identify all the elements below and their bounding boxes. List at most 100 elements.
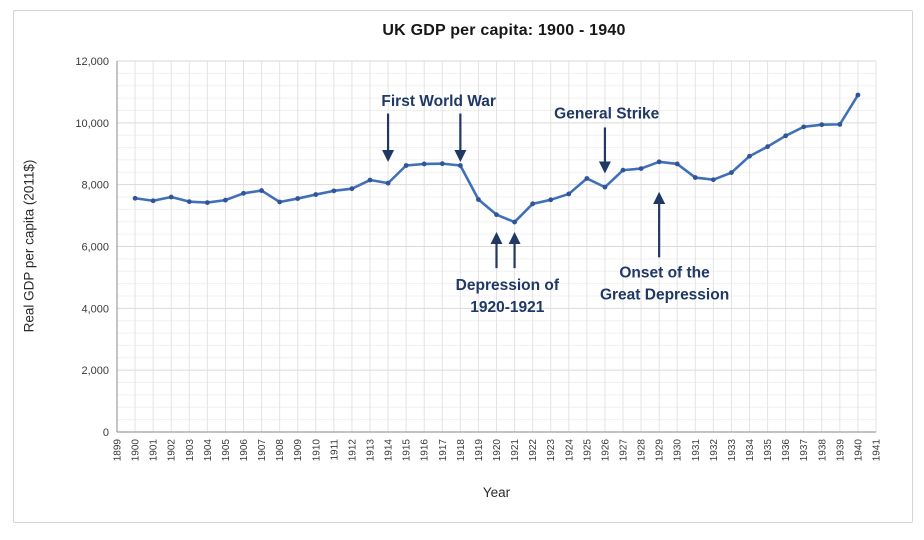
data-point-marker — [385, 180, 391, 186]
data-point-marker — [313, 192, 319, 197]
annotation-text: First World War — [381, 93, 496, 110]
x-axis-title: Year — [482, 485, 511, 500]
x-tick-label: 1917 — [438, 439, 449, 462]
data-point-marker — [584, 176, 590, 181]
chart-title: UK GDP per capita: 1900 - 1940 — [382, 22, 626, 39]
x-tick-label: 1922 — [528, 439, 539, 462]
x-tick-label: 1904 — [203, 439, 214, 462]
x-tick-label: 1920 — [492, 439, 503, 462]
data-point-marker — [819, 122, 825, 128]
data-point-marker — [277, 199, 283, 205]
x-tick-label: 1940 — [853, 439, 864, 462]
chart-card — [13, 10, 913, 523]
data-point-marker — [494, 212, 499, 218]
annotation-text: General Strike — [554, 106, 659, 123]
data-point-marker — [259, 188, 264, 193]
x-tick-label: 1901 — [149, 439, 160, 462]
data-point-marker — [403, 163, 409, 168]
x-tick-label: 1924 — [564, 439, 575, 462]
x-tick-label: 1918 — [456, 439, 467, 462]
y-tick-label: 0 — [103, 427, 109, 439]
data-point-marker — [168, 194, 174, 200]
data-point-marker — [150, 198, 156, 204]
data-point-marker — [566, 191, 572, 197]
x-tick-label: 1939 — [835, 439, 846, 462]
data-point-marker — [801, 124, 807, 130]
x-tick-label: 1923 — [546, 439, 557, 462]
y-tick-label: 4,000 — [81, 303, 109, 315]
x-tick-label: 1903 — [185, 439, 196, 462]
data-point-marker — [783, 133, 789, 139]
data-point-marker — [638, 166, 644, 171]
x-tick-label: 1941 — [872, 439, 883, 462]
x-tick-label: 1937 — [799, 439, 810, 462]
x-tick-label: 1934 — [745, 439, 756, 462]
data-point-marker — [367, 177, 373, 183]
data-point-marker — [855, 92, 861, 98]
data-point-marker — [656, 159, 662, 165]
y-tick-label: 8,000 — [81, 180, 109, 192]
x-tick-label: 1905 — [221, 439, 232, 462]
x-tick-label: 1911 — [329, 439, 340, 461]
data-point-marker — [710, 177, 716, 183]
x-tick-label: 1933 — [727, 439, 738, 462]
data-point-marker — [729, 170, 734, 176]
y-tick-label: 10,000 — [75, 118, 109, 130]
data-point-marker — [548, 197, 554, 203]
data-point-marker — [765, 144, 770, 150]
x-tick-label: 1909 — [293, 439, 304, 462]
annotation-text: Depression of — [456, 277, 560, 294]
data-point-marker — [530, 201, 536, 207]
x-tick-label: 1935 — [763, 439, 774, 462]
data-point-marker — [349, 186, 355, 192]
x-tick-label: 1929 — [655, 439, 666, 462]
annotation-text: Great Depression — [600, 287, 729, 304]
data-point-marker — [476, 197, 481, 202]
x-tick-label: 1908 — [275, 439, 286, 462]
x-tick-label: 1907 — [257, 439, 268, 462]
y-tick-label: 2,000 — [81, 365, 109, 377]
data-point-marker — [457, 163, 463, 168]
x-tick-label: 1932 — [709, 439, 720, 462]
x-tick-label: 1921 — [510, 439, 521, 462]
data-point-marker — [204, 200, 210, 205]
data-point-marker — [186, 199, 192, 205]
x-tick-label: 1899 — [113, 439, 124, 462]
data-point-marker — [602, 184, 608, 190]
x-tick-label: 1906 — [239, 439, 250, 462]
annotation-text: Onset of the — [619, 265, 710, 282]
x-tick-label: 1925 — [582, 439, 593, 462]
data-point-marker — [295, 196, 301, 201]
data-point-marker — [223, 197, 228, 203]
data-point-marker — [837, 121, 843, 127]
data-point-marker — [421, 161, 427, 167]
data-point-marker — [331, 188, 337, 194]
x-tick-label: 1913 — [366, 439, 377, 462]
x-tick-label: 1912 — [347, 439, 358, 462]
data-point-marker — [620, 167, 626, 173]
data-point-marker — [132, 195, 138, 201]
data-point-marker — [241, 190, 246, 196]
x-tick-label: 1919 — [474, 439, 485, 462]
x-tick-label: 1900 — [131, 439, 142, 462]
data-point-marker — [512, 219, 517, 225]
data-point-marker — [674, 161, 680, 167]
data-point-marker — [439, 161, 445, 167]
y-tick-label: 12,000 — [75, 56, 109, 68]
x-tick-label: 1936 — [781, 439, 792, 462]
x-tick-label: 1928 — [637, 439, 648, 462]
x-tick-label: 1927 — [619, 439, 630, 462]
x-tick-label: 1915 — [402, 439, 413, 462]
x-tick-label: 1914 — [384, 439, 395, 462]
y-tick-label: 6,000 — [81, 242, 109, 254]
x-tick-label: 1926 — [600, 439, 611, 462]
x-tick-label: 1902 — [167, 439, 178, 462]
x-tick-label: 1930 — [673, 439, 684, 462]
x-tick-label: 1916 — [420, 439, 431, 462]
x-tick-label: 1931 — [691, 439, 702, 462]
data-point-marker — [747, 153, 752, 159]
data-point-marker — [692, 175, 698, 180]
annotation-text: 1920-1921 — [470, 299, 545, 316]
x-tick-label: 1938 — [817, 439, 828, 462]
